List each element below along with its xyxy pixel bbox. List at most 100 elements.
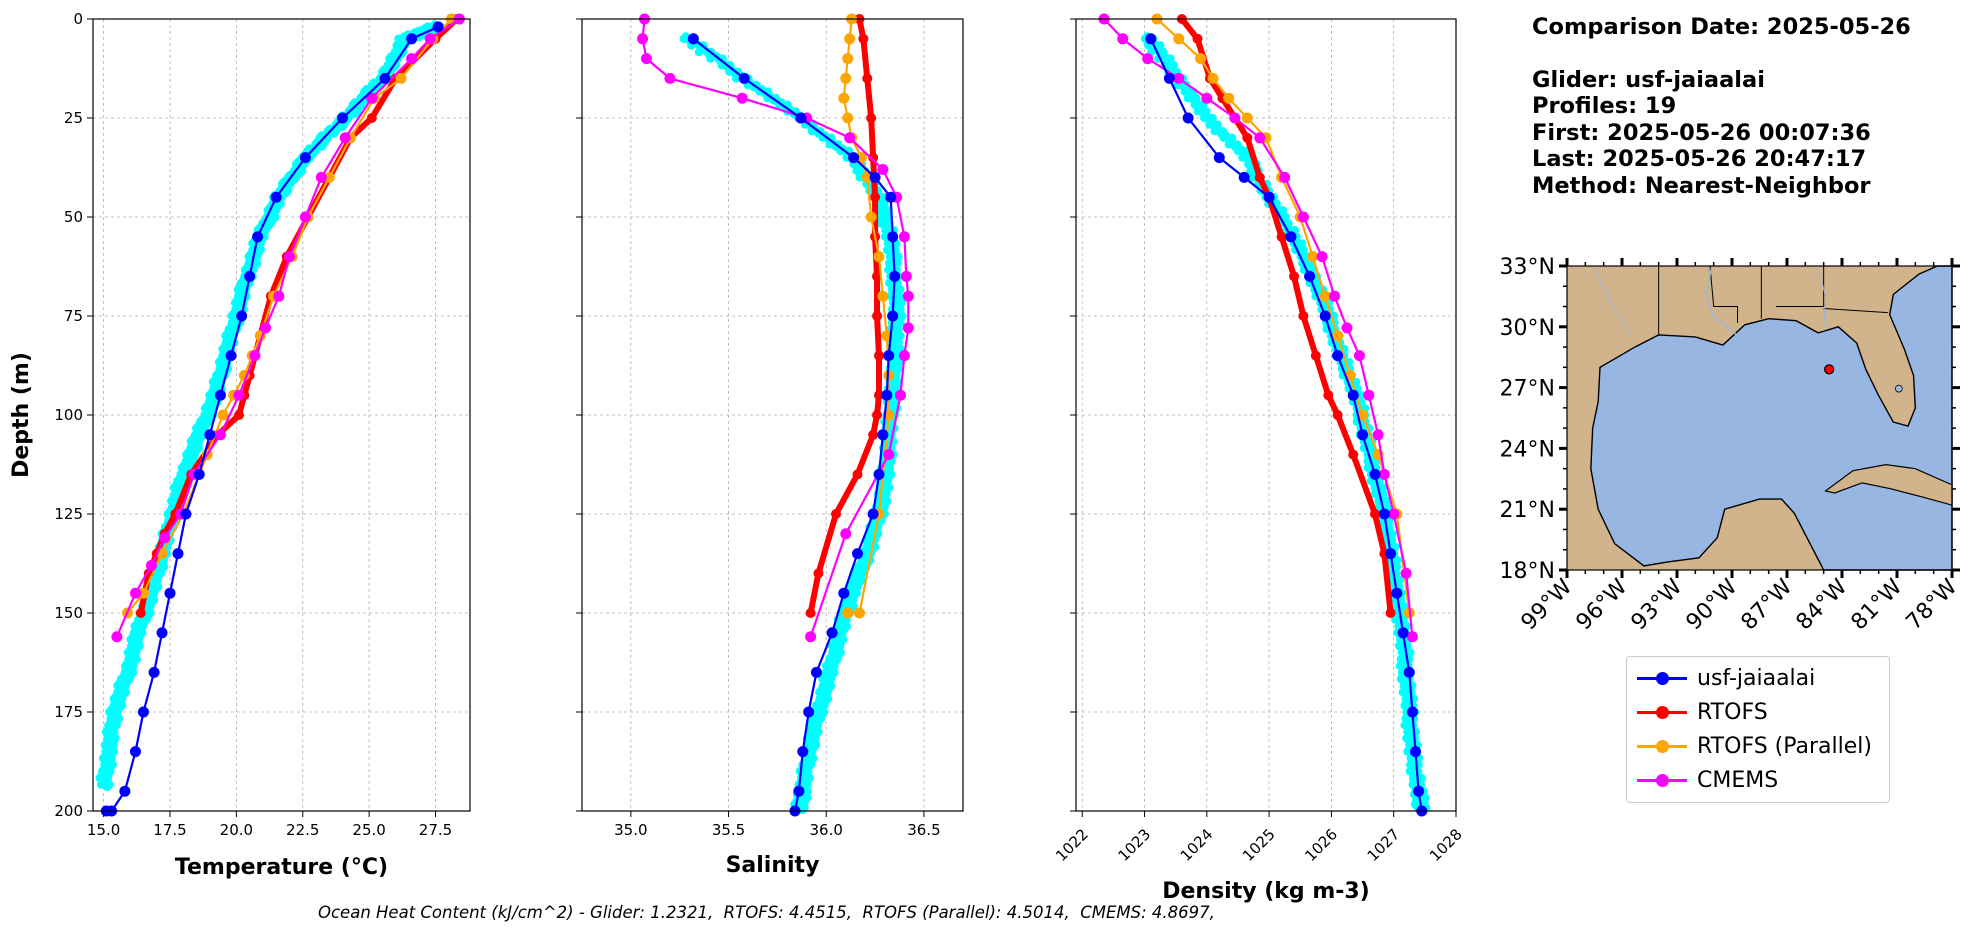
series-point <box>887 310 899 322</box>
glider-data-point <box>842 622 852 631</box>
series-point <box>217 409 229 421</box>
series-point <box>894 389 906 401</box>
lon-tick-label: 81°W <box>1847 574 1908 635</box>
series-point <box>1310 350 1321 361</box>
glider-data-point <box>132 655 141 664</box>
y-tick-label: 125 <box>54 505 83 523</box>
x-tick-label: 1026 <box>1301 825 1341 865</box>
legend-swatch <box>1637 767 1687 793</box>
glider-data-point <box>138 628 147 637</box>
series-point <box>366 92 378 104</box>
series-point <box>1316 251 1328 263</box>
series-point <box>234 410 245 420</box>
series-point <box>868 429 879 440</box>
glider-data-point <box>896 285 905 294</box>
glider-data-point <box>1395 575 1404 585</box>
glider-data-point <box>271 206 281 215</box>
glider-data-point <box>153 575 162 585</box>
glider-data-point <box>853 582 862 591</box>
y-axis-label: Depth (m) <box>9 352 34 478</box>
glider-data-point <box>1393 556 1402 565</box>
glider-data-point <box>204 417 213 426</box>
map-river <box>1705 265 1744 342</box>
series-line <box>1103 18 1414 637</box>
series-usf-jaiaalai <box>1145 33 1428 817</box>
first-time: First: 2025-05-26 00:07:36 <box>1532 119 1871 146</box>
glider-data-point <box>823 688 832 697</box>
y-tick-label: 100 <box>54 406 83 424</box>
glider-data-point <box>121 688 130 697</box>
series-point <box>260 322 272 334</box>
x-tick-label: 1023 <box>1114 825 1154 865</box>
map-ocean <box>1590 265 1953 571</box>
last-time: Last: 2025-05-26 20:47:17 <box>1532 146 1867 172</box>
series-point <box>299 211 311 223</box>
series-point <box>432 21 444 33</box>
series-point <box>898 350 910 362</box>
glider-data-point <box>839 635 848 644</box>
glider-data-point <box>880 503 889 512</box>
series-point <box>1388 508 1400 520</box>
glider-data-point <box>297 166 307 175</box>
series-point <box>1410 746 1422 758</box>
glider-data-point <box>331 127 341 136</box>
legend-label: CMEMS <box>1697 767 1779 793</box>
glider-data-point <box>820 701 829 710</box>
x-tick-label: 1027 <box>1364 825 1404 865</box>
glider-data-point <box>1357 391 1366 400</box>
x-tick-label: 36.5 <box>907 821 940 839</box>
glider-data-point <box>894 377 903 387</box>
series-point <box>842 112 854 124</box>
lon-tick-label: 96°W <box>1572 574 1633 635</box>
series-point <box>866 113 877 123</box>
glider-data-point <box>800 803 809 812</box>
series-point <box>395 72 407 84</box>
series-point <box>1254 172 1265 183</box>
series-point <box>1372 429 1384 441</box>
x-tick-label: 1022 <box>1052 825 1092 865</box>
series-point <box>111 631 123 643</box>
series-point <box>1413 785 1425 797</box>
series-point <box>805 631 817 643</box>
glider-data-point <box>319 140 328 149</box>
series-point <box>1332 350 1344 362</box>
glider-data-point <box>805 773 814 783</box>
x-tick-label: 1025 <box>1239 825 1279 865</box>
map-lake <box>1894 384 1903 393</box>
series-point <box>852 469 863 480</box>
glider-data-point <box>849 602 858 611</box>
glider-data-point <box>898 311 907 321</box>
series-point <box>1304 270 1316 282</box>
glider-data-cloud <box>1140 32 1431 815</box>
series-point <box>193 468 205 480</box>
axes-frame <box>92 18 471 812</box>
series-point <box>858 33 869 44</box>
series-point <box>869 171 881 183</box>
series-point <box>873 251 885 263</box>
series-point <box>844 132 856 144</box>
series-point <box>664 72 676 84</box>
glider-data-point <box>105 780 114 789</box>
series-point <box>877 290 889 302</box>
legend-item-glider: usf-jaiaalai <box>1637 665 1815 691</box>
series-point <box>877 163 889 175</box>
legend-swatch <box>1637 665 1687 691</box>
glider-data-point <box>292 173 301 182</box>
glider-data-point <box>138 622 148 631</box>
series-point <box>862 73 873 84</box>
series-point <box>252 231 264 243</box>
x-tick-label: 36.0 <box>810 821 843 839</box>
glider-name: Glider: usf-jaiaalai <box>1532 66 1765 93</box>
glider-data-point <box>893 259 902 268</box>
x-tick-label: 35.0 <box>614 821 647 839</box>
glider-location-marker <box>1824 364 1835 375</box>
glider-data-point <box>823 694 833 703</box>
series-usf-jaiaalai <box>687 33 901 817</box>
series-point <box>148 666 160 678</box>
series-point <box>1163 72 1175 84</box>
series-point <box>1406 631 1418 643</box>
series-point <box>873 468 885 480</box>
legend-swatch <box>1637 699 1687 725</box>
series-point <box>1117 33 1129 45</box>
series-point <box>797 746 809 758</box>
